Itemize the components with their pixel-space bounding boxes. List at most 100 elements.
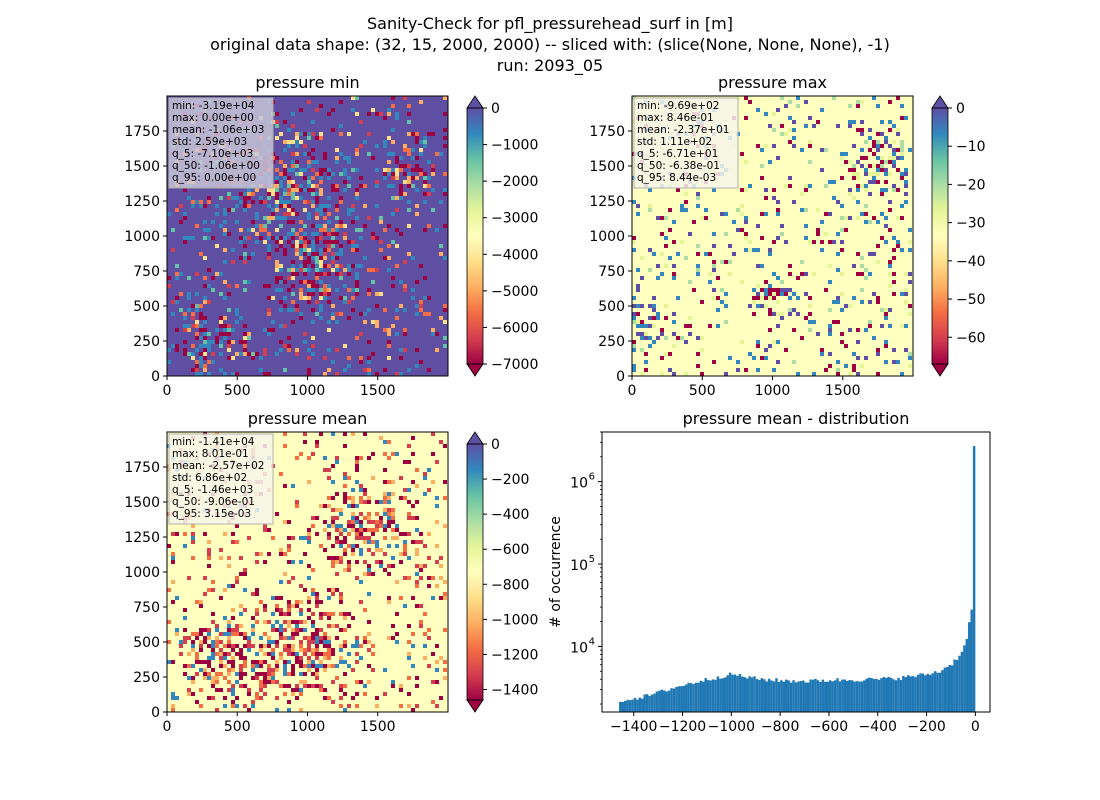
histogram-bar — [785, 679, 788, 712]
histogram-bar — [714, 679, 717, 712]
histogram-bar — [731, 674, 734, 712]
colorbar-tick-label: −4000 — [491, 247, 538, 263]
histogram-bar — [936, 672, 939, 712]
stats-line: max: 8.46e-01 — [637, 112, 714, 124]
figure-title-line-2: original data shape: (32, 15, 2000, 2000… — [210, 35, 890, 54]
x-tick-label: 1500 — [360, 383, 396, 399]
histogram-bar — [641, 698, 644, 712]
histogram-bar — [948, 664, 951, 712]
histogram-bar — [950, 665, 954, 712]
colorbar-tick-label: −40 — [956, 254, 986, 270]
histogram-bar — [960, 651, 964, 712]
colorbar-tick-label: 0 — [491, 437, 500, 453]
histogram-bar — [863, 680, 866, 712]
panel-title: pressure min — [255, 73, 359, 92]
histogram-bar — [755, 679, 759, 712]
y-tick-exponent: 6 — [589, 472, 595, 483]
histogram-bar — [867, 677, 871, 712]
histogram-bar — [877, 679, 881, 712]
histogram-bar — [855, 681, 859, 712]
colorbar-tick-label: −1000 — [491, 612, 538, 628]
histogram-bar — [724, 677, 727, 712]
panel-title: pressure max — [718, 73, 827, 92]
histogram-bar — [841, 679, 844, 712]
colorbar-tick-label: −1000 — [491, 138, 538, 154]
histogram-bar — [914, 677, 917, 712]
stats-line: min: -1.41e+04 — [172, 436, 255, 448]
colorbar-tick-label: −600 — [491, 542, 529, 558]
colorbar-extend-max — [466, 431, 484, 445]
histogram-bar — [814, 678, 817, 712]
histogram-bar — [721, 678, 725, 712]
histogram-bar — [626, 699, 629, 712]
y-tick-label: 500 — [133, 299, 160, 315]
y-tick-label: 1000 — [124, 565, 160, 581]
colorbar-extend-min — [931, 363, 949, 377]
histogram-bar — [704, 678, 707, 712]
colorbar-tick-label: −20 — [956, 177, 986, 193]
histogram-bar — [875, 678, 878, 712]
histogram-bar — [943, 667, 947, 712]
y-tick-label: 1000 — [124, 229, 160, 245]
histogram-bar — [631, 699, 634, 712]
histogram-bar — [865, 678, 868, 712]
histogram-bar — [816, 680, 820, 712]
colorbar-extend-max — [931, 95, 949, 109]
colorbar-frame — [466, 443, 484, 701]
colorbar-tick-label: −7000 — [491, 357, 538, 373]
histogram-bar — [728, 672, 732, 712]
histogram-bar — [838, 681, 842, 712]
histogram-bar — [797, 681, 800, 712]
x-tick-label: 1000 — [290, 719, 326, 735]
histogram-bar — [765, 681, 768, 712]
colorbar-tick-label: −6000 — [491, 320, 538, 336]
colorbar-tick-label: −1200 — [491, 647, 538, 663]
colorbar-tick-label: −400 — [491, 507, 529, 523]
x-tick-label: −600 — [810, 719, 848, 735]
histogram-bar — [709, 680, 712, 712]
stats-line: mean: -2.37e+01 — [637, 124, 729, 136]
histogram-bar — [660, 689, 664, 712]
stats-line: max: 8.01e-01 — [172, 448, 249, 460]
x-tick-label: 1000 — [755, 383, 791, 399]
histogram-bar — [672, 688, 676, 712]
histogram-bar — [772, 681, 776, 712]
stats-line: q_5: -7.10e+03 — [172, 148, 253, 160]
histogram-bar — [726, 675, 729, 712]
stats-line: mean: -1.06e+03 — [172, 124, 264, 136]
y-tick-label: 10 — [570, 558, 588, 574]
y-tick-label: 750 — [598, 264, 625, 280]
histogram-bar — [738, 674, 742, 712]
histogram-bar — [870, 678, 873, 712]
histogram-bar — [853, 681, 856, 712]
panel-title: pressure mean - distribution — [683, 409, 910, 428]
y-tick-label: 1750 — [589, 124, 625, 140]
y-tick-label: 1250 — [124, 194, 160, 210]
stats-line: mean: -2.57e+02 — [172, 460, 264, 472]
histogram-bar — [928, 674, 932, 712]
histogram-bar — [921, 673, 925, 712]
histogram-bar — [850, 680, 854, 712]
histogram-bar — [946, 666, 949, 712]
colorbar: 0 −10 −20 −30 −40 −50 −60 — [931, 95, 986, 377]
y-tick-label: 1000 — [589, 229, 625, 245]
histogram-bar — [846, 680, 849, 712]
stats-line: q_5: -6.71e+01 — [637, 148, 718, 160]
histogram-bar — [750, 677, 754, 712]
histogram-bar — [831, 681, 834, 712]
histogram-frame — [601, 431, 991, 713]
colorbar-tick-label: −800 — [491, 577, 529, 593]
histogram-bar — [753, 676, 756, 712]
colorbar-tick-label: −60 — [956, 330, 986, 346]
histogram-bar — [775, 678, 778, 712]
histogram-bar — [687, 682, 690, 712]
histogram-bar — [848, 680, 851, 712]
colorbar: 0 −200 −400 −600 −800 −1000 −1200 −1400 — [466, 431, 538, 713]
histogram-bar — [885, 677, 888, 712]
histogram-bar — [872, 678, 876, 712]
x-tick-label: 500 — [224, 719, 251, 735]
histogram-bar — [836, 678, 839, 712]
x-tick-label: 1000 — [290, 383, 326, 399]
histogram-bar — [826, 681, 829, 712]
histogram-bar — [794, 682, 798, 712]
